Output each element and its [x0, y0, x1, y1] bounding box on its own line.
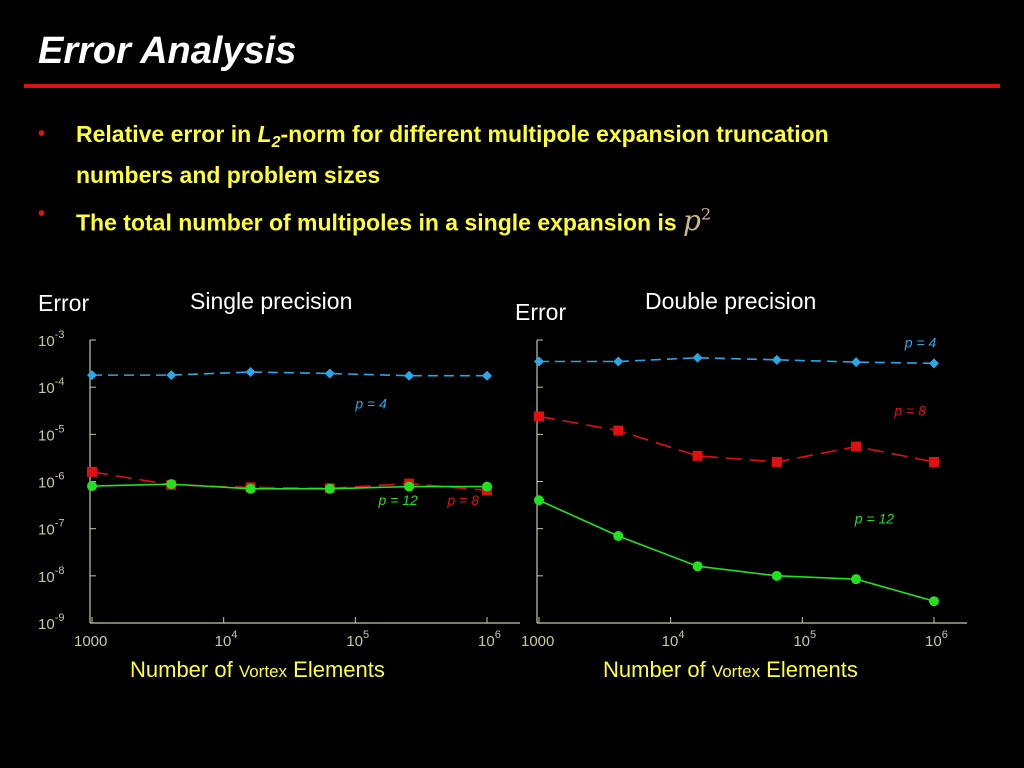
chart-2-series-label: p = 8	[893, 403, 926, 419]
chart-2-point-circle	[851, 574, 862, 585]
chart-2-x-tick-label: 106	[925, 629, 948, 650]
chart-1-series-line-square	[91, 471, 488, 492]
bullet-1-text-start: Relative error in	[76, 121, 258, 147]
chart-2-series-line-circle	[538, 499, 935, 602]
chart-1-ylabel: Error	[38, 290, 90, 316]
xlabel-part: Vortex	[238, 662, 288, 681]
chart-1-y-tick-label: 10-4	[38, 376, 64, 397]
chart-2-x-tick-label: 104	[662, 629, 685, 650]
chart-2-point-diamond	[534, 356, 544, 367]
xlabel-part: Number of	[130, 657, 239, 682]
chart-1-point-diamond	[166, 370, 177, 381]
xlabel-part: Vortex	[711, 662, 761, 681]
chart-1-series-label: p = 12	[378, 492, 419, 508]
chart-1-point-diamond	[404, 370, 415, 381]
bullet-list: • Relative error in L2-norm for differen…	[30, 118, 930, 245]
chart-2-series-line-square	[538, 415, 935, 463]
chart-1-series-label: p = 4	[354, 396, 387, 412]
p-squared-formula: p2	[683, 204, 711, 237]
chart-2-point-circle	[929, 596, 939, 607]
chart-1-x-tick-label: 106	[478, 629, 501, 650]
chart-1-x-tick-label: 1000	[74, 633, 107, 650]
chart-2-point-circle	[534, 495, 544, 506]
chart-2-title: Double precision	[645, 288, 817, 314]
chart-1-point-circle	[87, 481, 97, 492]
formula-base: p	[683, 204, 701, 238]
chart-1-y-tick-label: 10-9	[38, 612, 64, 633]
xlabel-part: Elements	[287, 657, 385, 682]
xlabel-part: Number of	[603, 657, 712, 682]
bullet-item-1: • Relative error in L2-norm for differen…	[30, 118, 930, 192]
bullet-item-2: • The total number of multipoles in a si…	[30, 198, 930, 239]
chart-1-point-diamond	[87, 370, 97, 381]
chart-2-series-line-diamond	[539, 356, 935, 365]
chart-1-xlabel: Number of Vortex Elements	[130, 657, 385, 683]
slide-title: Error Analysis	[38, 30, 297, 72]
chart-1-point-circle	[166, 479, 177, 490]
chart-2-point-square	[692, 450, 703, 461]
bullet-1-norm-symbol: L	[257, 121, 272, 147]
chart-1-y-tick-label: 10-3	[38, 329, 64, 350]
bullet-2-text: The total number of multipoles in a sing…	[76, 209, 684, 236]
chart-2-point-circle	[613, 530, 624, 541]
bullet-dot: •	[38, 203, 46, 225]
chart-2-point-square	[534, 411, 544, 422]
chart-2-point-square	[929, 456, 939, 467]
chart-1-y-tick-label: 10-6	[38, 471, 64, 492]
chart-2-x-tick-label: 105	[793, 629, 816, 650]
bullet-1-text-end: -norm for different multipole expansion …	[76, 121, 829, 188]
chart-1-point-diamond	[245, 366, 256, 377]
chart-2-point-square	[771, 456, 782, 467]
chart-2-series-label: p = 12	[854, 510, 895, 526]
chart-2-point-square	[613, 425, 624, 436]
chart-2-point-circle	[771, 570, 782, 581]
title-underline	[24, 84, 1000, 88]
chart-1-point-circle	[482, 481, 492, 492]
chart-1-series-line-diamond	[92, 371, 487, 377]
chart-2-point-diamond	[771, 354, 782, 365]
chart-1-series-label: p = 8	[446, 492, 479, 508]
chart-1-y-tick-label: 10-5	[38, 423, 64, 444]
chart-2-point-diamond	[929, 358, 939, 369]
chart-1-x-tick-label: 105	[346, 629, 369, 650]
chart-2-point-circle	[692, 561, 703, 572]
bullet-dot: •	[38, 123, 46, 145]
chart-2-xlabel: Number of Vortex Elements	[603, 657, 858, 683]
chart-2-ylabel: Error	[515, 299, 567, 325]
formula-exponent: 2	[700, 205, 712, 224]
chart-1-point-circle	[404, 481, 415, 492]
bullet-1-norm-subscript: 2	[271, 134, 281, 151]
xlabel-part: Elements	[760, 657, 858, 682]
chart-1-point-square	[87, 466, 97, 477]
chart-2-point-diamond	[613, 356, 624, 367]
chart-1-point-circle	[245, 483, 256, 494]
chart-1-series-line-circle	[91, 483, 487, 490]
chart-2-x-tick-label: 1000	[521, 633, 554, 650]
chart-2-point-diamond	[851, 357, 862, 368]
chart-1-title: Single precision	[190, 288, 353, 314]
chart-2-point-square	[851, 441, 862, 452]
chart-1-y-tick-label: 10-8	[38, 565, 64, 586]
chart-2-point-diamond	[692, 352, 703, 363]
chart-1-y-tick-label: 10-7	[38, 518, 64, 539]
chart-1-point-diamond	[482, 370, 492, 381]
chart-1-point-diamond	[324, 368, 335, 379]
chart-1-point-circle	[324, 483, 335, 494]
chart-1-x-tick-label: 104	[215, 629, 238, 650]
chart-2-series-label: p = 4	[904, 334, 937, 350]
